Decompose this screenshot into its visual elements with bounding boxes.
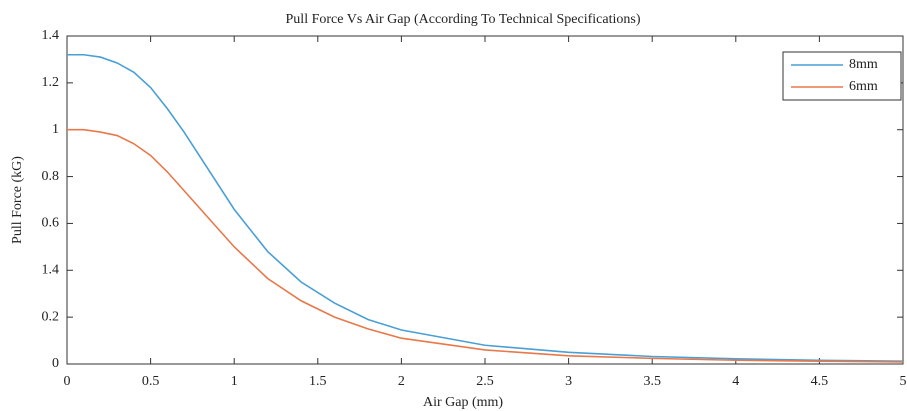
series-line [67,53,904,362]
x-tick-label: 1.5 [309,374,327,389]
y-tick-label: 1 [52,122,59,137]
x-axis-label: Air Gap (mm) [423,395,503,410]
x-tick-label: 2.5 [476,374,494,389]
x-tick-label: 4.5 [811,374,829,389]
x-tick-label: 1 [231,374,238,389]
y-axis-label: Pull Force (kG) [10,156,25,244]
x-tick-label: 3.5 [643,374,661,389]
x-tick-label: 5 [900,374,907,389]
y-tick-label: 1.2 [42,75,60,90]
x-tick-label: 3 [565,374,572,389]
chart-title: Pull Force Vs Air Gap (According To Tech… [286,12,641,27]
y-tick-label: 0.8 [42,169,60,184]
x-tick-label: 2 [398,374,405,389]
legend-label: 8mm [849,57,878,72]
y-tick-label: 1.4 [42,263,60,278]
x-tick-label: 0.5 [142,374,160,389]
x-tick-label: 4 [732,374,739,389]
legend-label: 6mm [849,79,878,94]
y-tick-label: 1.4 [42,28,60,43]
y-tick-label: 0.2 [42,309,60,324]
y-tick-label: 0.6 [42,216,60,231]
legend-box [782,51,902,101]
y-tick-label: 0 [52,356,59,371]
series-line [67,128,904,363]
x-tick-label: 0 [64,374,71,389]
